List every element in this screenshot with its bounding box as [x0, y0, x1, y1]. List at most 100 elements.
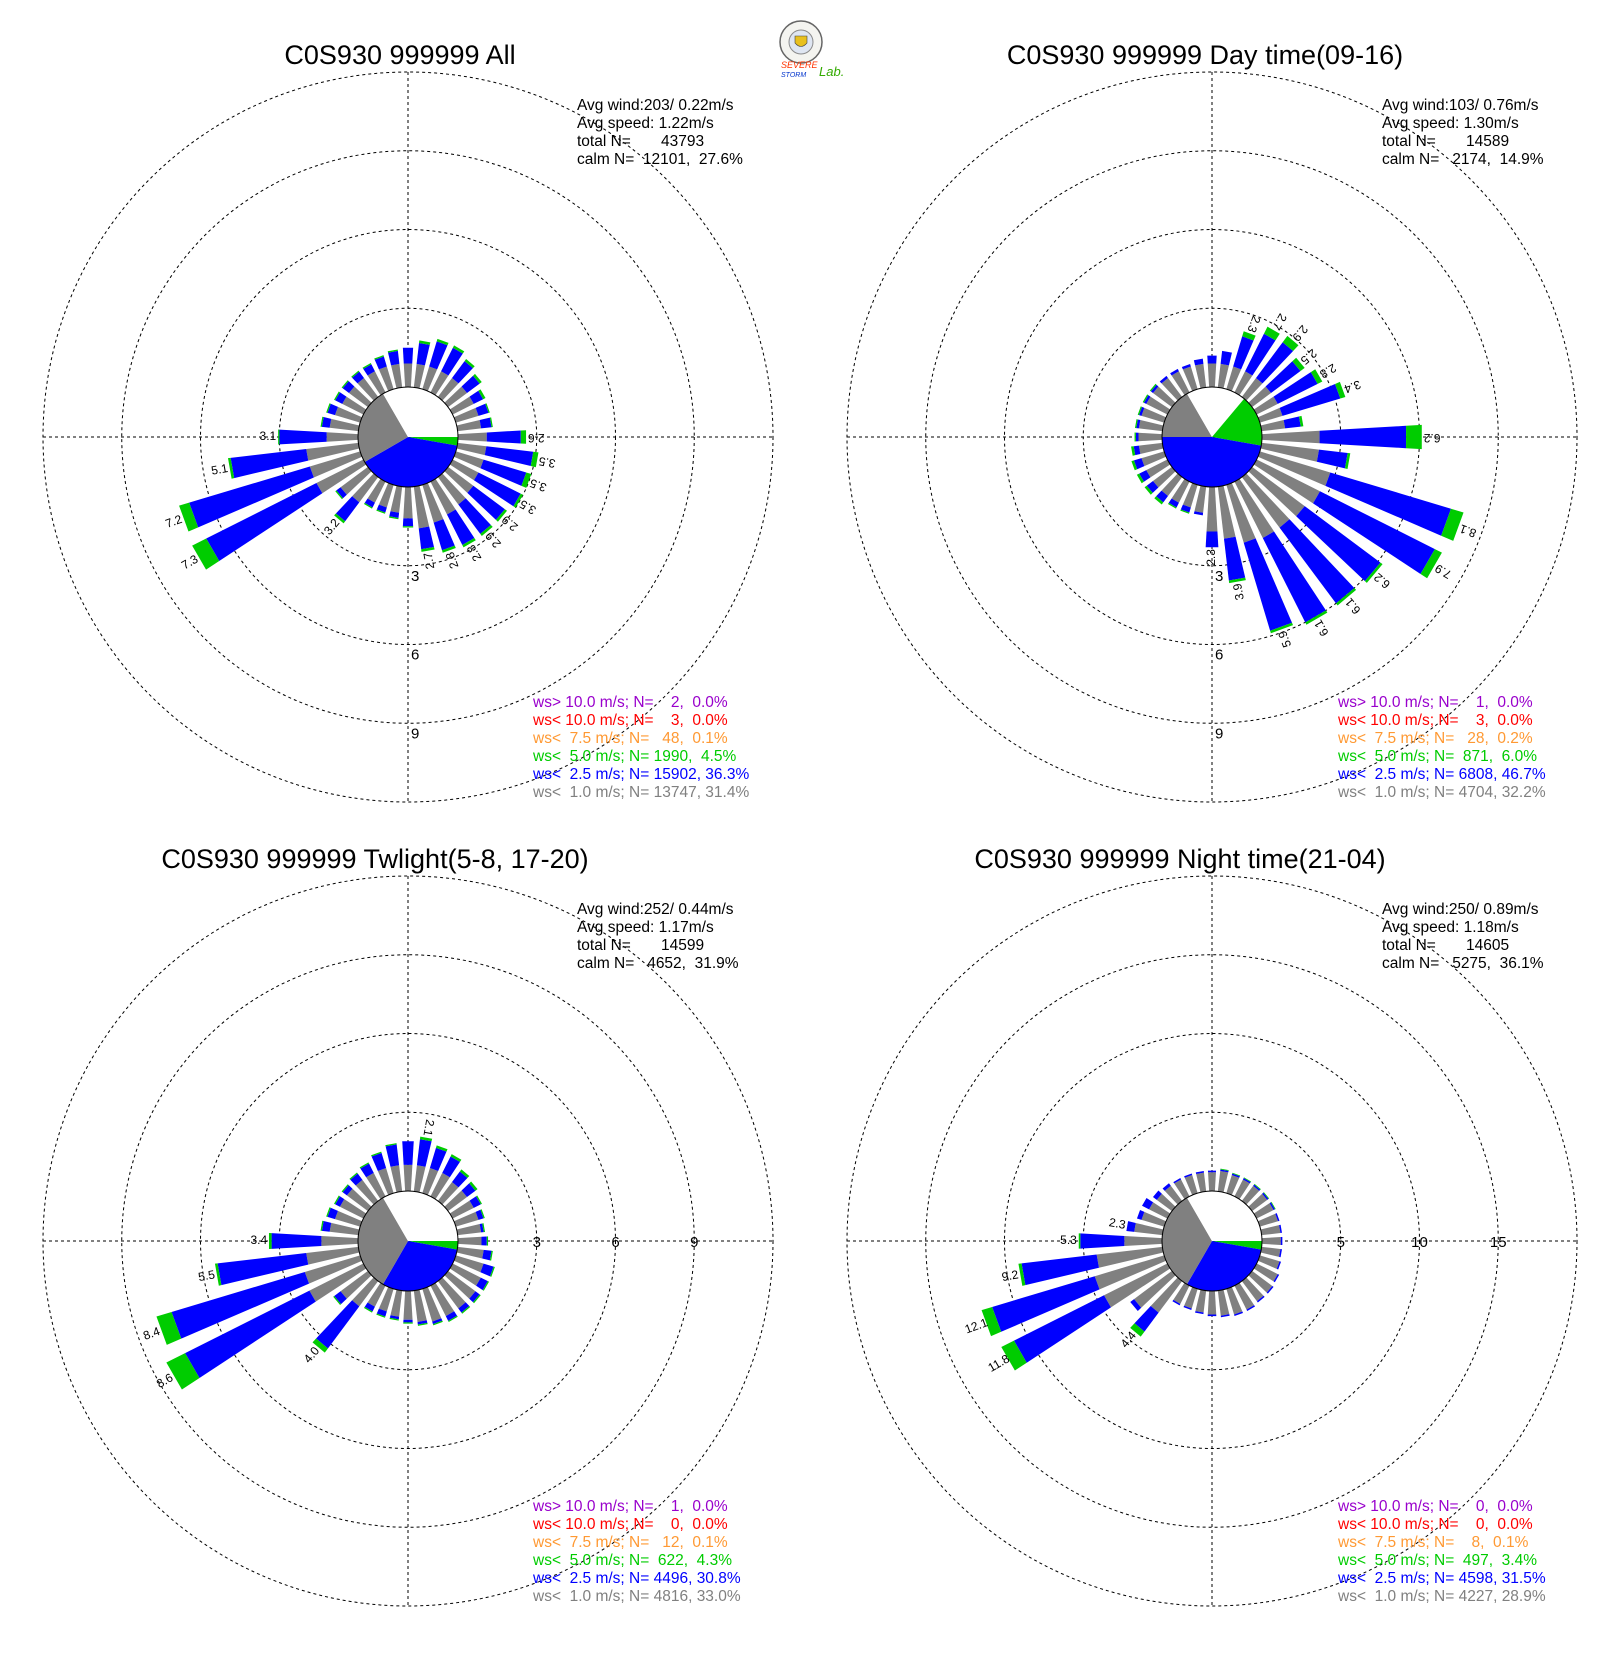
info-line: calm N= 12101, 27.6% [577, 151, 743, 168]
bar-segment-lt1 [1134, 1270, 1176, 1308]
bar-segment-lt1 [1248, 386, 1272, 408]
bar-value-label: 3.1 [260, 429, 277, 443]
direction-bar [453, 1255, 495, 1277]
bar-segment-lt1 [413, 363, 425, 389]
bar-segment-lt1 [453, 407, 479, 423]
bar-segment-lt5 [485, 403, 490, 413]
direction-bar [1134, 432, 1163, 442]
bar-segment-lt5 [469, 1181, 478, 1191]
legend-entry: ws< 5.0 m/s; N= 1990, 4.5% [532, 748, 737, 765]
bar-segment-lt25 [327, 403, 338, 416]
legend-entry: ws> 10.0 m/s; N= 1, 0.0% [1337, 694, 1533, 711]
bar-segment-lt1 [1124, 1235, 1163, 1247]
bar-segment-lt1 [1171, 478, 1190, 503]
logo-shield-icon [794, 35, 808, 47]
bar-value-label: 3.4 [250, 1233, 267, 1247]
bar-value-label: 8.1 [1457, 521, 1478, 540]
bar-segment-lt5 [490, 1266, 495, 1277]
direction-bar [1226, 1172, 1241, 1196]
bar-segment-lt1 [457, 1236, 482, 1246]
legend-entry: ws< 10.0 m/s; N= 3, 0.0% [532, 712, 728, 729]
bar-segment-lt25 [1296, 506, 1381, 582]
bar-segment-lt5 [1228, 577, 1246, 584]
bar-segment-lt5 [520, 430, 527, 444]
bar-segment-lt1 [1260, 420, 1286, 432]
calm-pie-slice [1187, 1191, 1212, 1241]
bar-segment-lt5 [1131, 460, 1138, 471]
bar-segment-lt25 [1220, 1314, 1230, 1318]
chart-title: C0S930 999999 Twlight(5-8, 17-20) [161, 844, 588, 874]
bar-segment-lt1 [342, 396, 367, 415]
direction-bar [1142, 394, 1171, 415]
bar-segment-lt5 [461, 1306, 471, 1314]
info-line: Avg speed: 1.18m/s [1382, 919, 1519, 936]
grid-ring [1004, 1033, 1420, 1449]
bar-segment-lt1 [444, 466, 474, 493]
direction-bar [1234, 1177, 1252, 1200]
bar-segment-lt1 [1248, 1193, 1268, 1212]
bar-segment-lt25 [1133, 445, 1141, 456]
bar-segment-lt5 [1292, 357, 1305, 372]
calm-pie-slice [383, 387, 408, 437]
direction-bar [374, 355, 394, 392]
bar-segment-lt5 [421, 546, 435, 552]
bar-segment-lt5 [1441, 508, 1464, 541]
bar-segment-lt5 [530, 451, 539, 468]
grid-ring [925, 150, 1499, 724]
bar-segment-lt25 [402, 518, 414, 527]
bar-segment-lt1 [453, 451, 484, 469]
bar-segment-lt5 [417, 1322, 428, 1326]
bar-segment-lt25 [1183, 1305, 1192, 1311]
calm-pie-slice [408, 437, 458, 446]
bar-value-label: 6.2 [1423, 431, 1440, 445]
bar-segment-lt25 [1013, 1295, 1111, 1363]
bar-segment-lt25 [271, 1233, 322, 1249]
bar-segment-lt5 [1254, 1183, 1261, 1190]
grid-ring [846, 875, 1578, 1607]
legend-entry: ws< 1.0 m/s; N= 13747, 31.4% [532, 784, 749, 801]
bar-segment-lt25 [1143, 395, 1151, 404]
bar-segment-lt1 [390, 1165, 403, 1193]
bar-segment-lt25 [1134, 1306, 1159, 1332]
bar-segment-lt25 [441, 347, 463, 376]
bar-segment-lt5 [1232, 1172, 1241, 1177]
bar-segment-lt1 [422, 482, 444, 523]
direction-bar: 3.5 [453, 451, 548, 495]
bar-segment-lt1 [378, 1286, 394, 1312]
bar-segment-lt5 [351, 370, 360, 378]
bar-segment-lt1 [390, 485, 403, 513]
bar-value-label: 5.5 [197, 1267, 216, 1284]
bar-segment-lt1 [1195, 363, 1207, 389]
bar-segment-lt1 [413, 1165, 426, 1193]
calm-pie-slice [1212, 398, 1262, 446]
bar-segment-lt1 [1146, 396, 1171, 415]
direction-bar [1144, 466, 1176, 495]
bar-segment-lt25 [1273, 1274, 1280, 1283]
bar-segment-lt25 [1262, 1192, 1269, 1200]
legend-entry: ws< 7.5 m/s; N= 28, 0.2% [1337, 730, 1533, 747]
bar-segment-lt1 [437, 1181, 459, 1205]
info-line: Avg speed: 1.30m/s [1382, 115, 1519, 132]
bar-segment-lt25 [480, 459, 527, 486]
bar-segment-lt1 [1234, 1282, 1255, 1310]
calm-pie-slice [364, 437, 458, 487]
bar-segment-lt25 [469, 1291, 480, 1303]
logo-text-storm: STORM [781, 72, 806, 79]
bar-segment-lt5 [1149, 383, 1157, 392]
bar-segment-lt1 [1138, 442, 1164, 454]
bar-segment-lt1 [1257, 451, 1331, 486]
direction-bar [326, 1207, 363, 1227]
ring-label: 6 [411, 647, 419, 664]
direction-bar [1131, 442, 1164, 456]
bar-segment-lt1 [1206, 486, 1218, 532]
bar-segment-lt5 [320, 1220, 324, 1231]
direction-bar: 3.1 [260, 429, 359, 445]
bar-segment-lt25 [1233, 336, 1254, 370]
calm-pie-slice [1187, 1241, 1262, 1291]
direction-bar [341, 1184, 372, 1212]
bar-value-label: 7.3 [179, 552, 201, 573]
direction-bar [422, 338, 449, 392]
grid-ring [42, 875, 774, 1607]
bar-segment-lt5 [326, 1207, 331, 1217]
direction-bar [362, 363, 386, 396]
